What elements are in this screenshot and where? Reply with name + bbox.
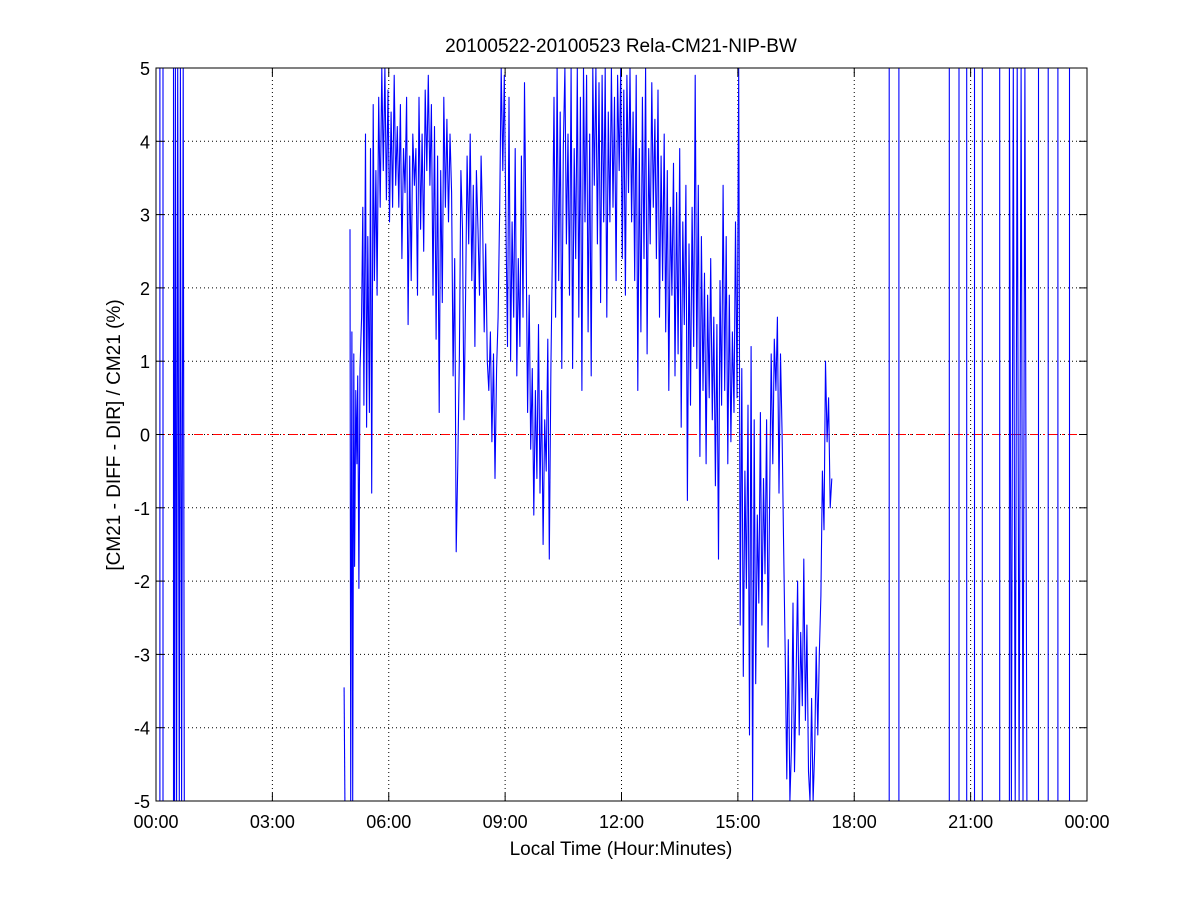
x-tick-label: 00:00 bbox=[1064, 812, 1109, 832]
x-tick-label: 21:00 bbox=[948, 812, 993, 832]
y-tick-label: -1 bbox=[134, 499, 150, 519]
y-tick-label: -2 bbox=[134, 572, 150, 592]
x-tick-label: 09:00 bbox=[483, 812, 528, 832]
series bbox=[159, 67, 1071, 802]
y-tick-label: 0 bbox=[140, 426, 150, 446]
y-tick-label: 4 bbox=[140, 132, 150, 152]
y-tick-label: 2 bbox=[140, 279, 150, 299]
x-tick-label: 18:00 bbox=[832, 812, 877, 832]
x-tick-label: 03:00 bbox=[250, 812, 295, 832]
chart-title: 20100522-20100523 Rela-CM21-NIP-BW bbox=[445, 36, 797, 57]
y-tick-label: 5 bbox=[140, 59, 150, 79]
x-axis-title: Local Time (Hour:Minutes) bbox=[510, 839, 733, 860]
y-tick-label: -4 bbox=[134, 719, 150, 739]
x-tick-label: 00:00 bbox=[133, 812, 178, 832]
y-tick-label: 1 bbox=[140, 352, 150, 372]
y-tick-labels: -5 -4 -3 -2 -1 0 1 2 3 4 5 bbox=[134, 59, 150, 812]
ticks bbox=[155, 67, 1088, 802]
series-line bbox=[349, 67, 833, 802]
y-tick-label: -5 bbox=[134, 792, 150, 812]
y-tick-label: 3 bbox=[140, 206, 150, 226]
series-line bbox=[343, 687, 346, 802]
x-tick-labels: 00:00 03:00 06:00 09:00 12:00 15:00 18:00 21:00… bbox=[133, 812, 1109, 832]
x-tick-label: 15:00 bbox=[715, 812, 760, 832]
y-axis-title: [CM21 - DIFF - DIR] / CM21 (%) bbox=[104, 299, 125, 570]
x-tick-label: 06:00 bbox=[366, 812, 411, 832]
x-tick-label: 12:00 bbox=[599, 812, 644, 832]
y-tick-label: -3 bbox=[134, 645, 150, 665]
